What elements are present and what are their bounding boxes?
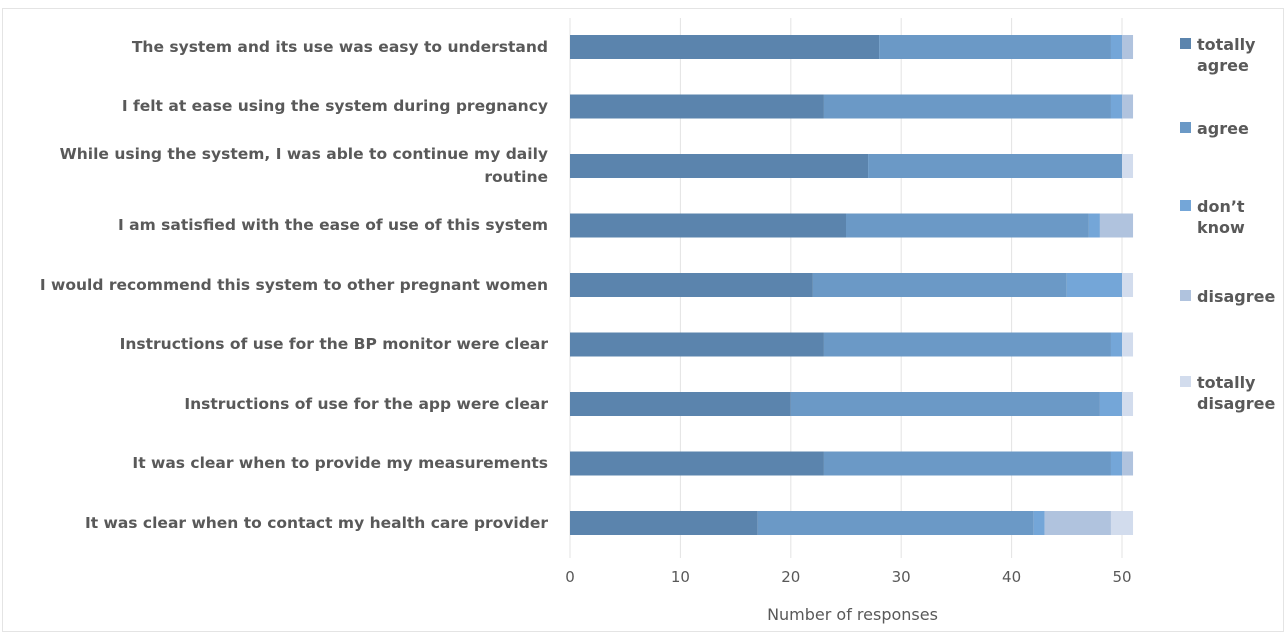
legend-label: agree	[1197, 119, 1249, 138]
category-label: It was clear when to provide my measurem…	[132, 454, 548, 472]
bar-segment	[570, 511, 758, 535]
bar-segment	[879, 35, 1111, 59]
bar-segment	[1044, 511, 1111, 535]
x-tick-label: 10	[670, 568, 690, 586]
bar-segment	[570, 35, 880, 59]
bar-segment	[1110, 35, 1122, 59]
bar-segment	[1099, 213, 1134, 238]
bar-segment	[570, 154, 869, 178]
bar-segment	[570, 94, 824, 119]
category-label: Instructions of use for the BP monitor w…	[119, 335, 548, 353]
legend-label: don’t know	[1197, 197, 1245, 237]
bar-segment	[1122, 451, 1134, 476]
chart-frame	[2, 8, 1284, 632]
bar-segment	[1110, 94, 1122, 119]
legend-swatch	[1180, 290, 1191, 301]
x-tick-label: 0	[565, 568, 575, 586]
bar-segment	[1110, 511, 1134, 535]
legend-swatch	[1180, 122, 1191, 133]
bar-segment	[823, 451, 1111, 476]
bar-segment	[570, 451, 824, 476]
category-label: I felt at ease using the system during p…	[121, 97, 548, 115]
legend-label: disagree	[1197, 287, 1276, 306]
bar-segment	[1110, 451, 1122, 476]
category-label: Instructions of use for the app were cle…	[184, 394, 548, 413]
x-tick-label: 20	[781, 568, 801, 586]
bar-segment	[570, 273, 813, 297]
bar-segment	[1122, 94, 1134, 119]
bar-segment	[1066, 273, 1122, 297]
legend-swatch	[1180, 376, 1191, 387]
bar-segment	[1088, 213, 1100, 238]
x-axis-label: Number of responses	[767, 605, 938, 624]
bar-segment	[790, 392, 1100, 416]
legend-swatch	[1180, 200, 1191, 211]
legend-label: totally disagree	[1197, 373, 1276, 413]
bar-segment	[757, 511, 1034, 535]
bar-segment	[812, 273, 1067, 297]
bar-segment	[570, 213, 846, 238]
bar-segment	[1122, 154, 1134, 178]
bar-segment	[570, 332, 824, 357]
x-tick-label: 40	[1002, 568, 1022, 586]
bar-segment	[1099, 392, 1122, 416]
legend-swatch	[1180, 38, 1191, 49]
bar-segment	[570, 392, 791, 416]
bar-segment	[1122, 332, 1134, 357]
bar-segment	[1033, 511, 1045, 535]
bar-segment	[846, 213, 1089, 238]
category-label: The system and its use was easy to under…	[131, 37, 548, 56]
bar-segment	[1122, 392, 1134, 416]
bar-segment	[1122, 35, 1134, 59]
category-label: While using the system, I was able to co…	[59, 145, 548, 186]
bar-segment	[823, 332, 1111, 357]
legend-label: totally agree	[1197, 35, 1256, 75]
category-label: I am satisfied with the ease of use of t…	[118, 216, 548, 234]
bar-segment	[823, 94, 1111, 119]
bar-segment	[868, 154, 1122, 178]
x-tick-label: 50	[1112, 568, 1132, 586]
category-label: I would recommend this system to other p…	[39, 275, 548, 294]
bar-segment	[1110, 332, 1122, 357]
bar-segment	[1122, 273, 1134, 297]
x-tick-label: 30	[891, 568, 911, 586]
category-label: It was clear when to contact my health c…	[84, 513, 548, 532]
